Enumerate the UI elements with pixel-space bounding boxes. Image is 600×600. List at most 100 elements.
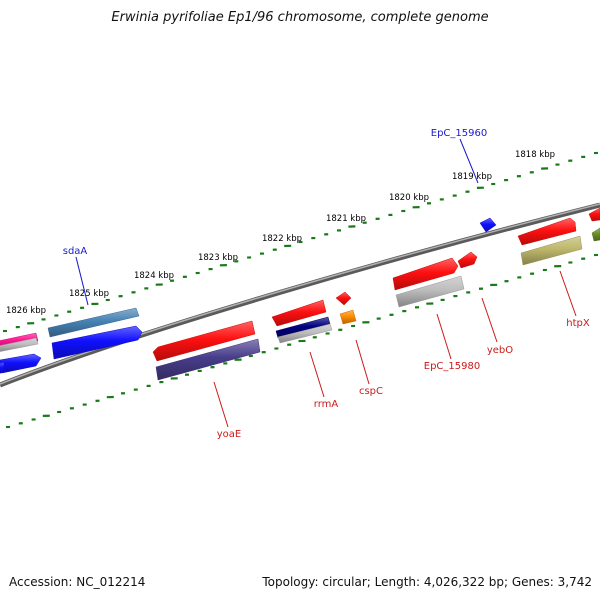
minor-tick (169, 279, 175, 282)
minor-tick (453, 294, 458, 298)
minor-tick (491, 182, 496, 186)
feature-sdaA-upper[interactable] (47, 307, 140, 338)
feature-rrmA-gray[interactable] (277, 323, 333, 344)
minor-tick (530, 272, 535, 275)
feature-red-1820[interactable] (392, 257, 459, 291)
minor-tick (311, 236, 316, 240)
minor-tick (504, 280, 509, 283)
minor-tick (593, 151, 599, 155)
feature-yebO[interactable] (457, 251, 478, 269)
minor-tick (197, 369, 202, 373)
major-tick (155, 283, 163, 286)
minor-tick (338, 328, 343, 331)
major-tick (362, 321, 370, 324)
feature-rrmA[interactable] (271, 299, 327, 327)
minor-tick (118, 295, 123, 298)
gene-label-EpC_15960[interactable]: EpC_15960 (431, 128, 487, 139)
major-tick (554, 265, 562, 268)
feature-red-edge[interactable] (588, 207, 600, 222)
chromosome-backbone (0, 202, 600, 388)
minor-tick (223, 362, 228, 365)
minor-tick (259, 252, 265, 255)
minor-tick (82, 403, 87, 406)
major-tick (234, 358, 242, 361)
feature-htpX[interactable] (520, 235, 583, 266)
minor-tick (581, 257, 586, 260)
feature-sdaA[interactable] (51, 325, 143, 360)
minor-tick (248, 354, 253, 358)
minor-tick (504, 178, 509, 182)
outer-tick-track (2, 151, 599, 333)
gene-label-yebO[interactable]: yebO (487, 345, 513, 356)
minor-tick (362, 221, 367, 224)
minor-tick (146, 384, 151, 388)
major-tick (490, 283, 498, 287)
minor-tick (195, 271, 200, 275)
tick-label-1821: 1821 kbp (326, 214, 366, 224)
minor-tick (182, 275, 187, 278)
minor-tick (375, 217, 380, 220)
minor-tick (133, 388, 138, 391)
callout-lines (75, 138, 577, 428)
minor-tick (15, 325, 20, 329)
tick-label-1824: 1824 kbp (134, 271, 174, 281)
feature-gray-left[interactable] (0, 337, 39, 352)
major-tick (42, 414, 50, 417)
feature-blue-tiny[interactable] (0, 361, 5, 374)
feature-EpC_15960[interactable] (479, 217, 497, 233)
minor-tick (325, 332, 330, 335)
minor-tick (336, 229, 342, 232)
gene-label-cspC[interactable]: cspC (359, 386, 383, 397)
feature-yoaE[interactable] (152, 320, 256, 362)
major-tick (541, 167, 549, 170)
major-tick (298, 339, 306, 343)
callout-line-EpC_15960 (459, 138, 479, 184)
minor-tick (105, 298, 110, 302)
major-tick (170, 377, 178, 380)
major-tick (426, 302, 434, 305)
minor-tick (18, 422, 23, 425)
major-tick (348, 225, 356, 228)
minor-tick (516, 175, 521, 178)
accession-text: Accession: NC_012214 (9, 575, 146, 589)
minor-tick (440, 298, 445, 302)
minor-tick (298, 240, 303, 244)
major-tick (284, 244, 292, 248)
minor-tick (67, 310, 72, 313)
tick-label-1826: 1826 kbp (6, 306, 46, 316)
genome-summary-text: Topology: circular; Length: 4,026,322 bp… (262, 575, 592, 589)
feature-EpC_15980[interactable] (395, 275, 465, 308)
minor-tick (247, 256, 252, 259)
minor-tick (5, 425, 11, 429)
callout-line-EpC_15980 (436, 313, 452, 360)
gene-label-sdaA[interactable]: sdaA (63, 246, 88, 257)
minor-tick (388, 213, 393, 217)
tick-label-1823: 1823 kbp (198, 253, 238, 263)
minor-tick (57, 410, 62, 414)
minor-tick (159, 380, 164, 384)
minor-tick (210, 366, 215, 369)
minor-tick (274, 347, 279, 350)
feature-yoaE-lower[interactable] (155, 338, 261, 381)
minor-tick (272, 248, 277, 251)
tick-label-1825: 1825 kbp (69, 289, 109, 299)
callout-line-rrmA (309, 351, 325, 398)
gene-label-EpC_15980[interactable]: EpC_15980 (424, 361, 480, 372)
feature-cspC[interactable] (339, 309, 357, 325)
gene-label-htpX[interactable]: htpX (566, 318, 590, 329)
minor-tick (593, 253, 599, 257)
minor-tick (41, 318, 46, 321)
gene-features (0, 207, 600, 381)
gene-label-yoaE[interactable]: yoaE (217, 429, 241, 440)
gene-label-rrmA[interactable]: rrmA (314, 399, 339, 410)
feature-red-1818[interactable] (517, 217, 577, 246)
callout-line-sdaA (75, 256, 89, 306)
minor-tick (439, 198, 444, 201)
feature-olive-edge[interactable] (591, 227, 600, 242)
minor-tick (529, 171, 534, 174)
minor-tick (376, 317, 381, 320)
minor-tick (54, 314, 59, 317)
feature-cspC-red[interactable] (335, 291, 352, 306)
callout-line-cspC (355, 339, 370, 385)
